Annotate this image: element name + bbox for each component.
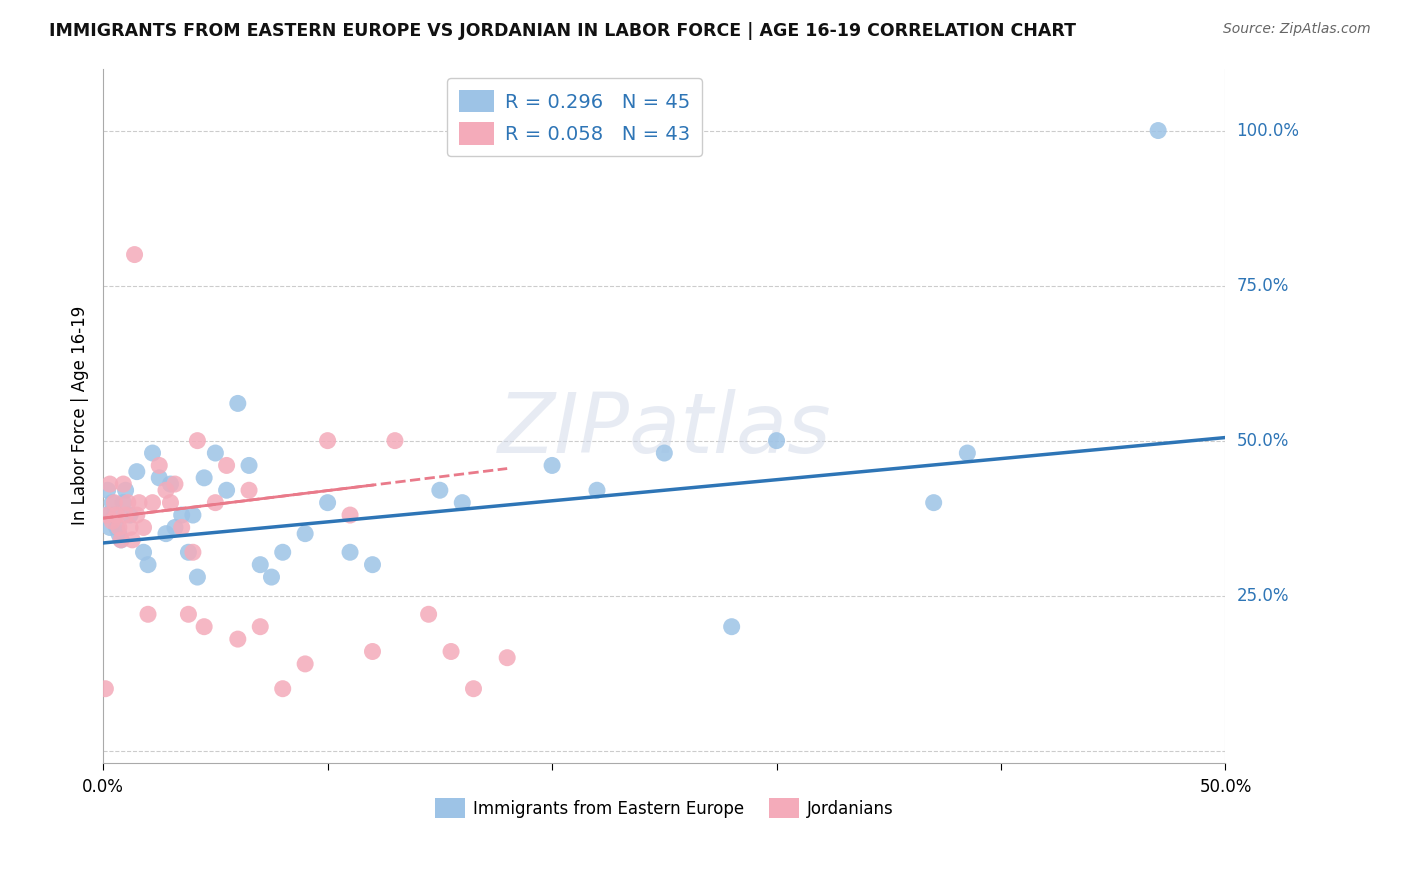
Point (177, 607, 200, 622)
Point (101, 496, 124, 510)
Text: 75.0%: 75.0% (1237, 277, 1289, 294)
Point (170, 508, 193, 522)
Point (94, 681, 117, 696)
Point (652, 446, 675, 460)
Point (496, 650, 519, 665)
Point (141, 446, 163, 460)
Point (463, 681, 485, 696)
Point (181, 545, 204, 559)
Point (108, 526, 131, 541)
Text: Source: ZipAtlas.com: Source: ZipAtlas.com (1223, 22, 1371, 37)
Point (271, 681, 294, 696)
Point (226, 396, 249, 410)
Text: IMMIGRANTS FROM EASTERN EUROPE VS JORDANIAN IN LABOR FORCE | AGE 16-19 CORRELATI: IMMIGRANTS FROM EASTERN EUROPE VS JORDAN… (49, 22, 1076, 40)
Point (121, 533, 143, 547)
Point (215, 483, 238, 498)
Text: 25.0%: 25.0% (1237, 587, 1289, 605)
Point (429, 483, 451, 498)
Point (418, 607, 440, 622)
Point (541, 458, 564, 473)
Point (125, 508, 148, 522)
Point (215, 458, 238, 473)
Point (120, 508, 142, 522)
Point (132, 545, 155, 559)
Point (181, 508, 204, 522)
Point (249, 558, 271, 572)
Point (94, 508, 117, 522)
Point (97, 483, 120, 498)
Point (110, 533, 132, 547)
Point (163, 520, 186, 534)
Point (155, 483, 177, 498)
Point (114, 483, 136, 498)
Text: 50.0%: 50.0% (1237, 432, 1289, 450)
Point (294, 526, 316, 541)
Point (238, 483, 260, 498)
Point (186, 434, 208, 448)
Point (98, 520, 121, 534)
Point (204, 496, 226, 510)
Point (141, 496, 163, 510)
Point (132, 520, 155, 534)
Point (922, 496, 945, 510)
Point (148, 471, 170, 485)
Point (316, 496, 339, 510)
Point (294, 657, 316, 671)
Point (384, 434, 406, 448)
Point (339, 545, 361, 559)
Point (271, 545, 294, 559)
Point (112, 496, 135, 510)
Point (108, 520, 131, 534)
Point (136, 558, 159, 572)
Point (97, 508, 120, 522)
Point (204, 446, 226, 460)
Point (956, 446, 979, 460)
Point (170, 520, 193, 534)
Point (361, 644, 384, 658)
Point (226, 632, 249, 646)
Point (159, 496, 181, 510)
Point (1147, 123, 1170, 137)
Point (105, 520, 128, 534)
Point (136, 607, 159, 622)
Point (103, 508, 125, 522)
Point (114, 508, 136, 522)
Point (316, 434, 339, 448)
Point (193, 471, 215, 485)
Point (101, 514, 124, 528)
Point (339, 508, 361, 522)
Point (110, 533, 132, 547)
Point (117, 496, 139, 510)
Point (120, 520, 142, 534)
Point (98, 477, 121, 491)
Y-axis label: In Labor Force | Age 16-19: In Labor Force | Age 16-19 (72, 306, 89, 525)
Point (440, 644, 463, 658)
Point (361, 558, 384, 572)
Point (103, 496, 125, 510)
Point (186, 570, 208, 584)
Point (451, 496, 474, 510)
Point (125, 465, 148, 479)
Point (112, 477, 135, 491)
Text: ZIPatlas: ZIPatlas (498, 389, 831, 470)
Point (586, 483, 609, 498)
Point (163, 477, 186, 491)
Point (177, 545, 200, 559)
Legend: Immigrants from Eastern Europe, Jordanians: Immigrants from Eastern Europe, Jordania… (427, 792, 901, 824)
Point (260, 570, 283, 584)
Point (249, 620, 271, 634)
Point (105, 508, 128, 522)
Point (765, 434, 787, 448)
Text: 100.0%: 100.0% (1237, 121, 1299, 139)
Point (159, 477, 181, 491)
Point (238, 458, 260, 473)
Point (155, 526, 177, 541)
Point (720, 620, 742, 634)
Point (128, 496, 150, 510)
Point (148, 458, 170, 473)
Point (124, 247, 146, 261)
Point (193, 620, 215, 634)
